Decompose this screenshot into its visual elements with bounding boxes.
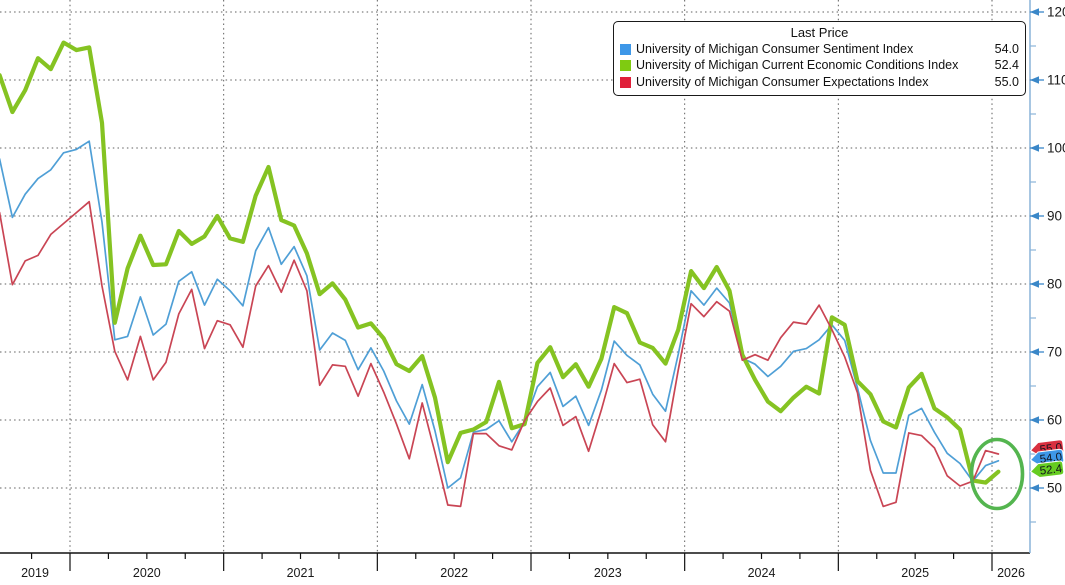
legend-value-current-conditions: 52.4 [994,58,1019,73]
series-line-0 [0,140,1000,489]
last-price-badge-value: 52.4 [1039,463,1063,478]
series-line-2 [0,200,1000,508]
x-axis-year-label: 2026 [997,566,1025,580]
y-axis-tick-label: 90 [1047,209,1062,224]
y-axis-tick-label: 50 [1047,481,1062,496]
y-axis-tick-arrow-icon [1030,484,1039,492]
y-axis-tick-arrow-icon [1030,144,1039,152]
legend-row-current-conditions: University of Michigan Current Economic … [620,57,1019,73]
legend-label-current-conditions: University of Michigan Current Economic … [636,58,959,73]
y-axis-tick-arrow-icon [1030,280,1039,288]
y-axis-tick-label: 100 [1047,141,1065,156]
y-axis-tick-label: 120 [1047,5,1065,20]
chart-legend: Last Price University of Michigan Consum… [613,21,1026,97]
y-axis-tick-arrow-icon [1030,76,1039,84]
x-axis-year-label: 2024 [748,566,776,580]
y-axis-tick-label: 70 [1047,345,1062,360]
x-axis-year-label: 2025 [901,566,929,580]
legend-swatch-sentiment [620,43,631,55]
legend-value-sentiment: 54.0 [994,42,1019,56]
last-price-badge-shape [1029,460,1065,479]
legend-label-sentiment: University of Michigan Consumer Sentimen… [636,42,914,56]
legend-value-expectations: 55.0 [994,74,1019,89]
y-axis-tick-arrow-icon [1030,348,1039,356]
x-axis-year-label: 2021 [287,566,315,580]
x-axis-year-label: 2020 [133,566,161,580]
x-axis-year-label: 2023 [594,566,622,580]
legend-swatch-current-conditions [620,60,631,72]
y-axis-tick-arrow-icon [1030,416,1039,424]
legend-row-sentiment: University of Michigan Consumer Sentimen… [620,41,1019,57]
legend-title: Last Price [790,25,849,40]
y-axis-tick-arrow-icon [1030,212,1039,220]
y-axis-tick-label: 110 [1047,73,1065,88]
y-axis-tick-label: 60 [1047,413,1062,428]
legend-swatch-expectations [620,76,631,88]
y-axis-tick-arrow-icon [1030,8,1039,16]
series-line-1 [0,40,1001,485]
y-axis-tick-label: 80 [1047,277,1062,292]
highlight-ellipse-annotation [969,437,1025,511]
x-axis-year-label: 2019 [21,566,49,580]
x-axis-year-label: 2022 [440,566,468,580]
legend-label-expectations: University of Michigan Consumer Expectat… [636,74,929,89]
last-price-badge: 52.4 [1029,460,1065,479]
legend-row-expectations: University of Michigan Consumer Expectat… [620,74,1019,90]
